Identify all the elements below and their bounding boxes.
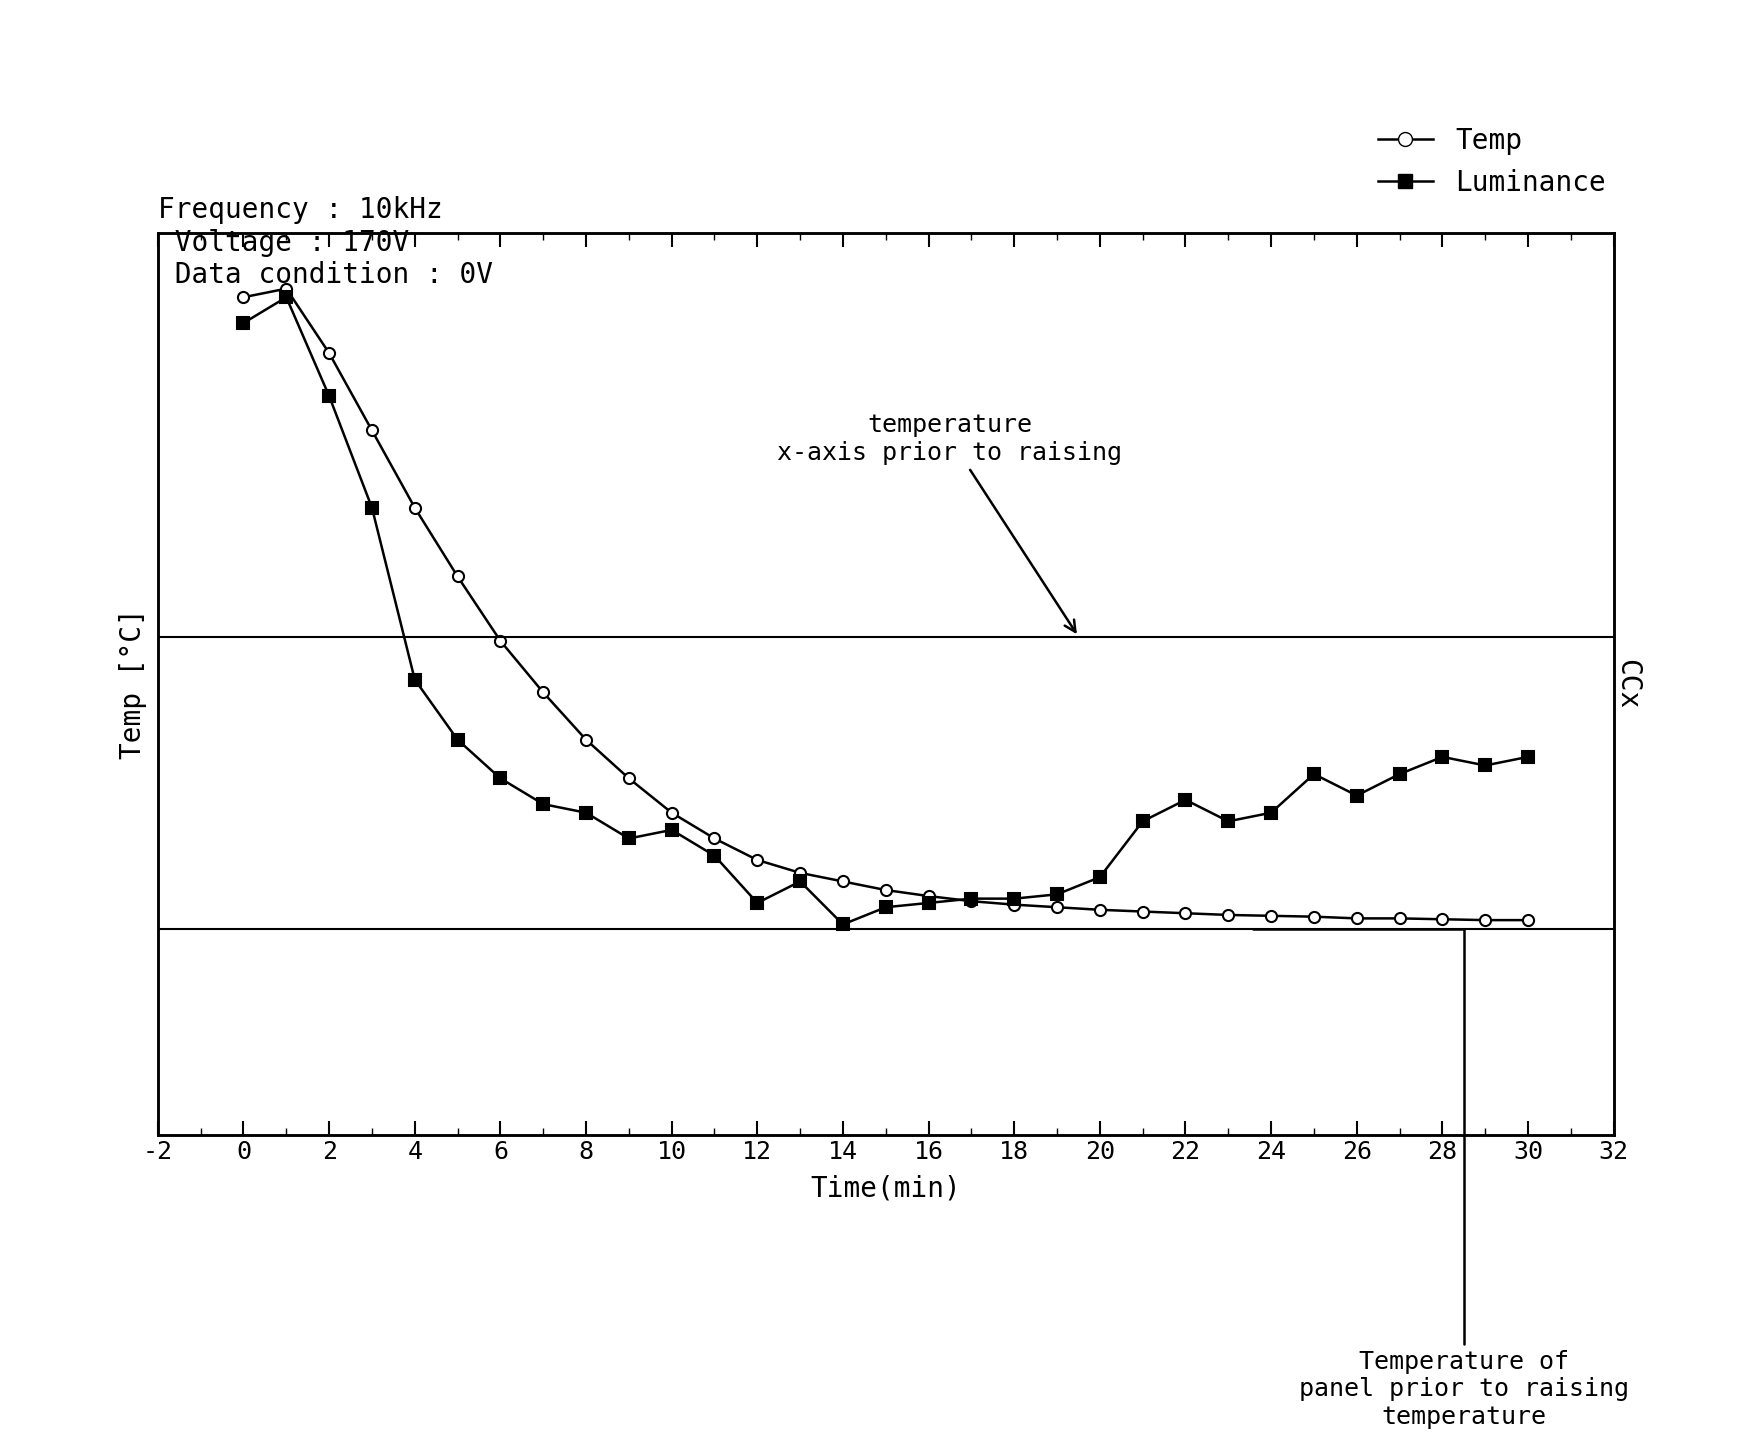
Luminance — [1131, 812, 1152, 829]
Temp — [661, 805, 682, 822]
Temp — [1303, 908, 1324, 925]
Luminance — [1431, 748, 1452, 765]
Text: Frequency : 10kHz
 Voltage : 170V
 Data condition : 0V: Frequency : 10kHz Voltage : 170V Data co… — [158, 196, 493, 290]
Temp — [833, 873, 854, 890]
Temp — [447, 567, 468, 585]
Temp — [703, 829, 724, 847]
Temp — [233, 288, 254, 306]
Luminance — [833, 915, 854, 933]
Line: Luminance: Luminance — [239, 291, 1533, 930]
Luminance — [233, 314, 254, 332]
Temp — [1131, 902, 1152, 920]
Luminance — [403, 671, 424, 688]
Temp — [489, 631, 510, 649]
Temp — [747, 851, 768, 869]
Line: Temp: Temp — [239, 284, 1533, 925]
X-axis label: Time(min): Time(min) — [810, 1174, 961, 1203]
Temp — [619, 770, 640, 787]
Temp — [1261, 906, 1282, 924]
Luminance — [1303, 765, 1324, 783]
Luminance — [361, 499, 382, 517]
Temp — [961, 892, 982, 909]
Luminance — [1003, 890, 1024, 908]
Text: Temperature of
panel prior to raising
temperature: Temperature of panel prior to raising te… — [1252, 928, 1629, 1429]
Luminance — [917, 895, 938, 912]
Temp — [275, 279, 296, 297]
Luminance — [275, 288, 296, 306]
Y-axis label: CCx: CCx — [1614, 659, 1642, 709]
Luminance — [1047, 886, 1068, 904]
Temp — [1047, 899, 1068, 917]
Temp — [789, 864, 810, 882]
Text: temperature
x-axis prior to raising: temperature x-axis prior to raising — [777, 413, 1123, 631]
Legend: Temp, Luminance: Temp, Luminance — [1366, 116, 1617, 208]
Temp — [875, 882, 896, 899]
Luminance — [703, 847, 724, 864]
Luminance — [489, 770, 510, 787]
Temp — [1475, 911, 1496, 928]
Luminance — [619, 829, 640, 847]
Luminance — [1389, 765, 1410, 783]
Luminance — [533, 796, 554, 813]
Luminance — [1261, 805, 1282, 822]
Temp — [1347, 909, 1368, 927]
Temp — [1517, 911, 1538, 928]
Luminance — [747, 895, 768, 912]
Temp — [1003, 896, 1024, 914]
Luminance — [961, 890, 982, 908]
Temp — [361, 422, 382, 439]
Luminance — [661, 821, 682, 838]
Luminance — [575, 805, 596, 822]
Luminance — [1217, 812, 1238, 829]
Temp — [403, 499, 424, 517]
Temp — [1389, 909, 1410, 927]
Temp — [1089, 901, 1110, 918]
Temp — [1217, 906, 1238, 924]
Y-axis label: Temp [°C]: Temp [°C] — [119, 608, 147, 760]
Luminance — [319, 387, 340, 404]
Temp — [575, 730, 596, 748]
Temp — [1431, 911, 1452, 928]
Luminance — [447, 730, 468, 748]
Temp — [1175, 905, 1196, 922]
Luminance — [1347, 787, 1368, 805]
Luminance — [875, 899, 896, 917]
Luminance — [1089, 869, 1110, 886]
Luminance — [1475, 757, 1496, 774]
Temp — [533, 684, 554, 701]
Temp — [319, 345, 340, 362]
Luminance — [789, 873, 810, 890]
Luminance — [1175, 792, 1196, 809]
Luminance — [1517, 748, 1538, 765]
Temp — [917, 888, 938, 905]
